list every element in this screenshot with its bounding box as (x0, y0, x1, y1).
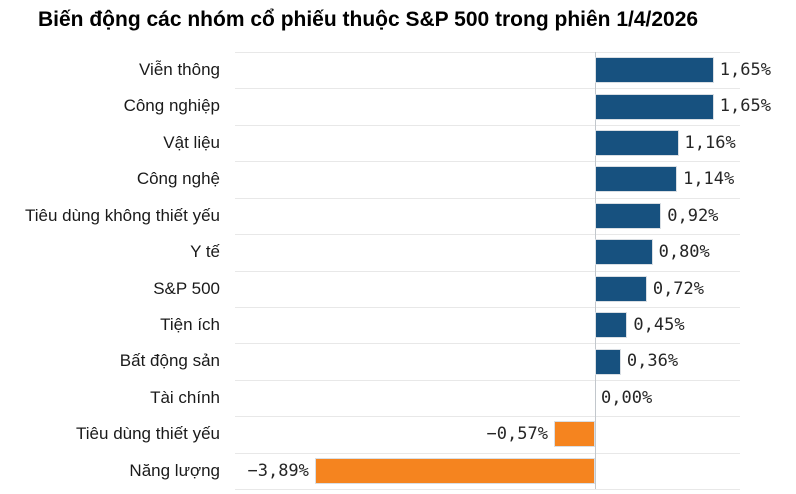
value-label: 0,80% (658, 242, 710, 263)
category-label: S&P 500 (153, 278, 220, 298)
gridline (235, 88, 740, 90)
bar (595, 275, 647, 302)
category-label: Công nghiệp (123, 96, 220, 116)
bar (553, 421, 595, 448)
chart-title: Biến động các nhóm cổ phiếu thuộc S&P 50… (38, 8, 699, 31)
bar (314, 457, 595, 484)
bar (595, 348, 621, 375)
value-label: 1,65% (719, 60, 771, 80)
value-label: −3,89% (247, 460, 309, 481)
gridline (235, 270, 740, 272)
category-label: Năng lượng (129, 460, 220, 480)
value-label: 0,45% (633, 314, 685, 335)
bar (595, 202, 662, 229)
bar (595, 166, 678, 193)
bar (595, 130, 679, 157)
value-label: 1,65% (719, 96, 771, 117)
gridline (235, 489, 740, 490)
gridline (235, 197, 740, 199)
gridline (235, 52, 740, 53)
category-label: Y tế (190, 242, 220, 262)
value-label: 0,92% (667, 205, 719, 226)
value-label: −0,57% (486, 424, 548, 445)
category-label: Tiện ích (160, 314, 220, 334)
gridline (235, 234, 740, 236)
category-label: Công nghệ (136, 169, 220, 189)
category-label: Tiêu dùng không thiết yếu (24, 205, 220, 225)
value-label: 0,72% (652, 278, 705, 299)
bar (595, 239, 653, 266)
bar (595, 57, 714, 84)
gridline (235, 306, 740, 308)
zero-axis-line (595, 52, 596, 489)
category-label: Bất động sản (119, 351, 220, 371)
value-label: 1,16% (684, 132, 736, 153)
gridline (235, 343, 740, 345)
value-label: 0,00% (601, 387, 653, 408)
bar (595, 93, 714, 120)
gridline (235, 452, 740, 454)
category-label: Tiêu dùng thiết yếu (76, 424, 220, 444)
gridline (235, 416, 740, 418)
value-label: 0,36% (626, 351, 679, 372)
category-label: Vật liệu (163, 132, 220, 152)
value-label: 1,14% (683, 169, 735, 190)
category-label: Viễn thông (139, 60, 220, 79)
gridline (235, 161, 740, 163)
gridline (235, 124, 740, 126)
category-label: Tài chính (150, 387, 220, 407)
bar (595, 312, 628, 339)
gridline (235, 379, 740, 381)
